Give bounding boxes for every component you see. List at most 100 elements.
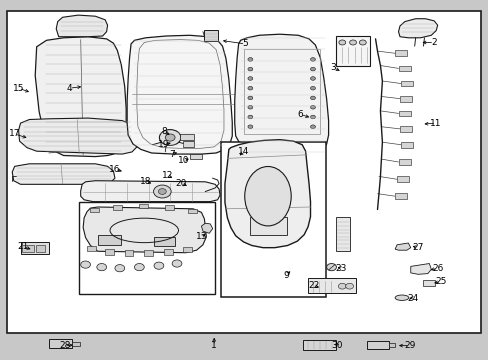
Polygon shape bbox=[224, 140, 310, 248]
Circle shape bbox=[310, 125, 315, 129]
Text: 25: 25 bbox=[434, 277, 446, 286]
Polygon shape bbox=[398, 19, 437, 38]
Bar bbox=[221, 142, 325, 297]
Text: 12: 12 bbox=[161, 171, 173, 180]
Bar bbox=[399, 126, 411, 132]
Text: 6: 6 bbox=[297, 110, 303, 119]
Circle shape bbox=[154, 262, 163, 269]
Polygon shape bbox=[234, 34, 328, 155]
Circle shape bbox=[247, 67, 252, 71]
Bar bbox=[366, 341, 388, 349]
Bar bbox=[49, 339, 72, 348]
Text: 28: 28 bbox=[59, 341, 70, 350]
Text: 11: 11 bbox=[429, 119, 441, 128]
Polygon shape bbox=[127, 35, 232, 154]
Polygon shape bbox=[12, 164, 115, 184]
Circle shape bbox=[159, 130, 181, 145]
Circle shape bbox=[247, 96, 252, 100]
Text: 14: 14 bbox=[237, 148, 249, 157]
Circle shape bbox=[81, 261, 90, 268]
Polygon shape bbox=[201, 223, 212, 233]
Bar bbox=[399, 96, 411, 102]
Bar bbox=[189, 154, 202, 159]
Text: 27: 27 bbox=[411, 243, 423, 252]
Bar bbox=[113, 205, 122, 210]
Circle shape bbox=[349, 40, 356, 45]
Circle shape bbox=[247, 58, 252, 61]
Circle shape bbox=[247, 86, 252, 90]
Circle shape bbox=[310, 86, 315, 90]
Text: 10: 10 bbox=[177, 156, 189, 165]
Circle shape bbox=[326, 264, 336, 271]
Circle shape bbox=[247, 77, 252, 80]
Bar bbox=[394, 50, 407, 56]
Bar bbox=[400, 81, 412, 86]
Circle shape bbox=[153, 185, 171, 198]
Bar bbox=[400, 142, 412, 148]
Text: 19: 19 bbox=[158, 140, 169, 149]
Circle shape bbox=[310, 77, 315, 80]
Bar bbox=[422, 280, 434, 286]
Text: 5: 5 bbox=[242, 40, 248, 49]
Text: 21: 21 bbox=[18, 242, 29, 251]
Bar bbox=[90, 208, 99, 212]
Bar bbox=[398, 66, 410, 71]
Bar bbox=[20, 242, 49, 254]
Text: 1: 1 bbox=[211, 341, 217, 350]
Bar bbox=[165, 205, 174, 210]
Text: 29: 29 bbox=[403, 341, 415, 350]
Circle shape bbox=[158, 189, 166, 194]
Bar bbox=[124, 250, 133, 256]
Polygon shape bbox=[83, 207, 206, 253]
Bar bbox=[204, 30, 218, 41]
Text: 16: 16 bbox=[109, 165, 121, 174]
Bar bbox=[244, 49, 320, 134]
Circle shape bbox=[345, 283, 353, 289]
Bar bbox=[250, 217, 286, 235]
Bar bbox=[36, 245, 45, 252]
Bar bbox=[79, 202, 215, 294]
Polygon shape bbox=[19, 118, 138, 154]
Bar bbox=[307, 278, 355, 293]
Circle shape bbox=[310, 67, 315, 71]
Circle shape bbox=[134, 264, 144, 271]
Text: 23: 23 bbox=[335, 264, 346, 273]
Bar bbox=[22, 245, 34, 252]
Text: 26: 26 bbox=[431, 264, 443, 273]
Polygon shape bbox=[81, 181, 220, 202]
Bar bbox=[163, 249, 172, 255]
Bar bbox=[72, 342, 80, 346]
Text: 24: 24 bbox=[407, 294, 418, 302]
Circle shape bbox=[338, 40, 345, 45]
Bar bbox=[336, 217, 349, 251]
Bar bbox=[336, 36, 369, 66]
Bar bbox=[98, 235, 121, 245]
Bar bbox=[7, 11, 480, 333]
Text: 17: 17 bbox=[9, 130, 20, 139]
Circle shape bbox=[247, 105, 252, 109]
Text: 20: 20 bbox=[175, 179, 186, 188]
Circle shape bbox=[338, 283, 346, 289]
Polygon shape bbox=[410, 264, 430, 274]
Text: 8: 8 bbox=[161, 127, 166, 136]
Bar bbox=[303, 340, 336, 350]
Bar bbox=[105, 249, 114, 255]
Polygon shape bbox=[56, 15, 107, 37]
Text: 15: 15 bbox=[13, 84, 24, 93]
Bar bbox=[144, 250, 153, 256]
Circle shape bbox=[172, 260, 182, 267]
Bar bbox=[188, 209, 197, 213]
Circle shape bbox=[165, 134, 175, 141]
Text: 4: 4 bbox=[66, 84, 72, 93]
Circle shape bbox=[359, 40, 366, 45]
Text: 9: 9 bbox=[283, 271, 288, 280]
Ellipse shape bbox=[244, 166, 291, 226]
Text: 13: 13 bbox=[195, 233, 207, 242]
Circle shape bbox=[310, 105, 315, 109]
Text: 7: 7 bbox=[169, 150, 175, 159]
Text: 30: 30 bbox=[331, 341, 343, 350]
Circle shape bbox=[310, 115, 315, 119]
Bar bbox=[87, 246, 96, 251]
Polygon shape bbox=[394, 243, 410, 250]
Bar bbox=[154, 237, 174, 246]
